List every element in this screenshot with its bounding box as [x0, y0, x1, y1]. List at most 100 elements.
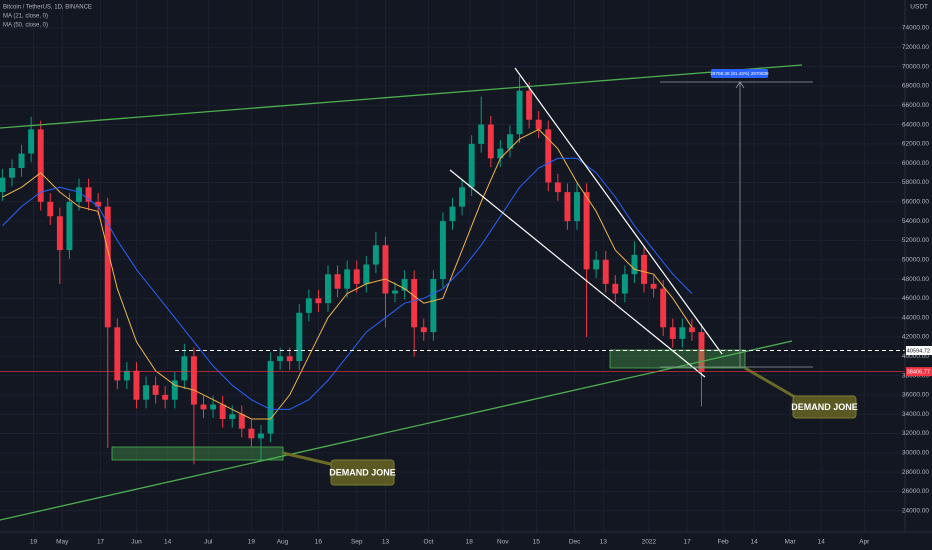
candle-body: [650, 283, 657, 289]
y-tick-label: 64000.00: [902, 121, 929, 128]
candle-body: [286, 356, 293, 362]
axes: 24000.00 26000.00 28000.00 30000.00 32000.00…: [30, 25, 929, 546]
candle-body: [76, 187, 82, 202]
price-axis: [905, 0, 932, 550]
candle-body: [679, 327, 686, 339]
callout-box: [330, 459, 395, 486]
candle-body: [248, 428, 255, 439]
ma-line: [2, 157, 693, 410]
candle-body: [449, 206, 456, 222]
y-tick-label: 74000.00: [902, 25, 929, 32]
y-tick-label: 58000.00: [902, 179, 929, 186]
x-tick-label: Nov: [497, 539, 509, 546]
candle-body: [554, 182, 561, 193]
callout-connector: [282, 451, 336, 467]
y-tick-label: 44000.00: [902, 314, 929, 321]
candle-body: [181, 356, 188, 381]
candle-body: [219, 404, 226, 420]
price-lines: [0, 350, 905, 372]
y-tick-label: 48000.00: [902, 276, 929, 283]
x-tick-label: Sep: [351, 539, 363, 546]
callout-connector: [744, 366, 801, 402]
y-tick-label: 72000.00: [902, 44, 929, 51]
demand-zone: [111, 446, 284, 461]
x-tick-label: 14: [164, 539, 172, 546]
candle-body: [171, 380, 178, 400]
y-tick-label: 24000.00: [902, 507, 929, 514]
candle-body: [526, 90, 533, 120]
candle-body: [56, 216, 63, 251]
candle-body: [612, 283, 619, 294]
candle-body: [506, 134, 513, 149]
measure-label-box: [711, 69, 768, 78]
candle-body: [238, 414, 245, 429]
candle-body: [296, 312, 303, 362]
candle-body: [162, 394, 169, 400]
candle-body: [305, 298, 312, 313]
candle-body: [660, 288, 667, 328]
x-tick-label: Oct: [423, 539, 433, 546]
candle-body: [382, 245, 389, 294]
trend-line: [0, 340, 793, 521]
demand-zone: [609, 349, 746, 369]
measure-label: 29708.38 (81.43%) 2970838: [710, 71, 769, 76]
x-tick-label: Mar: [784, 539, 796, 546]
x-tick-label: 19: [248, 539, 256, 546]
x-tick-label: 14: [751, 539, 759, 546]
candle-body: [420, 327, 427, 333]
x-tick-label: Apr: [859, 539, 870, 546]
candle-body: [516, 90, 523, 135]
y-tick-label: 36000.00: [902, 392, 929, 399]
y-tick-label: 46000.00: [902, 295, 929, 302]
candle-body: [669, 327, 676, 339]
x-tick-label: 17: [97, 539, 105, 546]
candle-body: [28, 129, 35, 154]
candle-body: [459, 187, 466, 207]
candle-body: [229, 414, 236, 420]
candle-body: [47, 201, 54, 217]
candle-body: [104, 206, 111, 328]
x-tick-label: May: [56, 539, 69, 546]
candle-body: [497, 148, 504, 159]
candle-body: [583, 192, 590, 270]
drawings: 29708.38 (81.43%) 2970838 DEMAND JONE DE…: [0, 64, 858, 521]
y-tick-label: 50000.00: [902, 256, 929, 263]
x-tick-label: 17: [684, 539, 692, 546]
price-tag: 40594.72: [907, 348, 930, 354]
candle-body: [210, 404, 217, 410]
y-tick-label: 62000.00: [902, 141, 929, 148]
x-tick-label: 15: [533, 539, 541, 546]
trend-line: [0, 64, 803, 129]
candle-body: [401, 279, 408, 291]
callout-text: DEMAND JONE: [329, 467, 396, 477]
x-tick-label: 18: [466, 539, 474, 546]
y-tick-label: 28000.00: [902, 469, 929, 476]
y-tick-label: 56000.00: [902, 199, 929, 206]
measure-arrow: [735, 81, 745, 89]
candle-body: [325, 274, 331, 304]
x-tick-label: 13: [600, 539, 608, 546]
y-tick-label: 30000.00: [902, 450, 929, 457]
candle-body: [439, 221, 446, 280]
candle-body: [123, 370, 130, 381]
candle-body: [698, 332, 705, 372]
x-tick-label: 19: [30, 539, 38, 546]
y-tick-label: 54000.00: [902, 218, 929, 225]
x-tick-label: 16: [315, 539, 323, 546]
moving-averages: [2, 128, 693, 420]
ma-line: [2, 128, 693, 420]
candle-body: [66, 201, 73, 251]
y-tick-label: 52000.00: [902, 237, 929, 244]
candle-body: [0, 177, 6, 193]
candle-body: [277, 356, 284, 362]
candle-body: [487, 124, 494, 159]
callout-text: DEMAND JONE: [791, 402, 858, 412]
candle-body: [392, 290, 399, 294]
legend-title: Bitcoin / TetherUS, 1D, BINANCE: [3, 5, 92, 11]
candle-body: [411, 279, 418, 328]
candle-body: [430, 279, 437, 333]
candle-body: [114, 327, 121, 381]
y-tick-label: 32000.00: [902, 430, 929, 437]
